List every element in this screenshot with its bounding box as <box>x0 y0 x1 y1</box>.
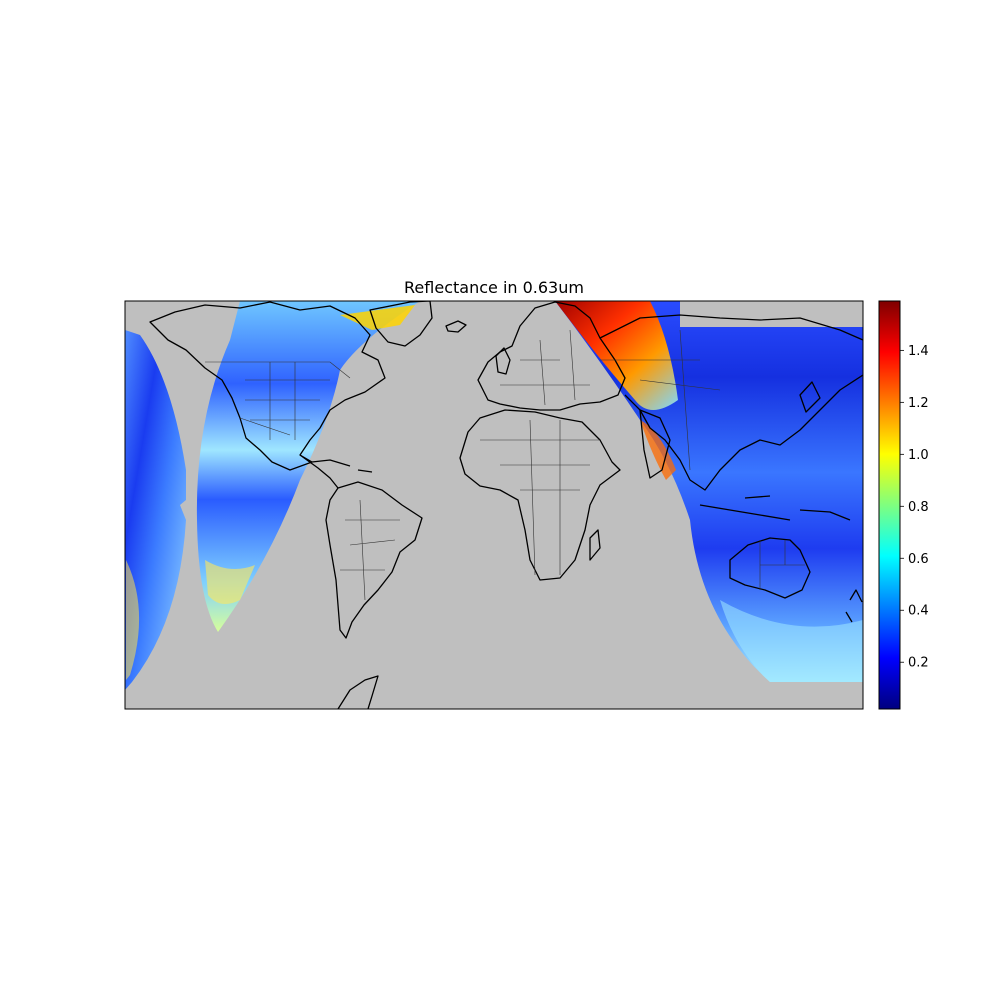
coast-india <box>639 409 671 479</box>
colorbar: 0.2 0.4 0.6 0.8 1.0 1.2 1.4 <box>878 300 929 710</box>
colorbar-tick-label: 0.6 <box>908 552 929 567</box>
coast-madagascar <box>589 529 601 561</box>
coast-caribbean <box>311 459 373 473</box>
colorbar-tick-label: 0.4 <box>908 604 929 619</box>
swath-americas <box>196 301 420 632</box>
coast-africa <box>459 409 621 581</box>
coast-new-zealand <box>845 589 863 623</box>
borders <box>205 329 805 601</box>
colorbar-frame <box>878 300 901 710</box>
borders-africa <box>480 419 600 576</box>
swath-west-pacific-highlights <box>126 560 140 680</box>
borders-us-states <box>245 362 330 440</box>
map-axes <box>125 301 863 709</box>
swath-asia-south-cloud <box>720 600 863 682</box>
chart-title: Reflectance in 0.63um <box>404 278 584 297</box>
coast-central-america <box>299 454 339 489</box>
coast-antarctica <box>337 675 379 709</box>
coast-australia <box>729 537 811 599</box>
coast-greenland <box>369 301 433 347</box>
colorbar-tick-label: 0.8 <box>908 500 929 515</box>
colorbar-tick-label: 1.4 <box>908 344 929 359</box>
colorbar-tick-label: 1.2 <box>908 396 929 411</box>
swath-americas-yellow-2 <box>205 560 255 604</box>
coast-uk <box>495 347 511 375</box>
colorbar-tick-label: 0.2 <box>908 656 929 671</box>
colorbar-ticks: 0.2 0.4 0.6 0.8 1.0 1.2 1.4 <box>900 344 929 671</box>
coastlines <box>149 301 863 709</box>
coast-south-america <box>325 481 423 639</box>
border-us-canada <box>205 361 351 379</box>
colorbar-gradient <box>879 301 900 709</box>
coast-asia <box>599 314 863 491</box>
border-mexico <box>239 417 291 436</box>
coast-japan <box>799 381 821 413</box>
borders-south-america <box>340 499 400 601</box>
borders-asia <box>600 329 721 471</box>
swath-asia-hot <box>555 301 678 410</box>
map-frame <box>124 300 864 710</box>
coast-north-america <box>149 301 386 471</box>
swath-asia-hot-2 <box>640 420 676 480</box>
coast-indonesia <box>699 495 851 521</box>
borders-australia <box>759 540 805 590</box>
colorbar-tick-label: 1.0 <box>908 448 929 463</box>
swath-west-pacific <box>125 330 186 690</box>
swath-americas-yellow <box>340 305 415 330</box>
swath-asia-gap <box>680 301 863 327</box>
borders-europe <box>500 329 590 406</box>
coast-iceland <box>445 320 467 333</box>
